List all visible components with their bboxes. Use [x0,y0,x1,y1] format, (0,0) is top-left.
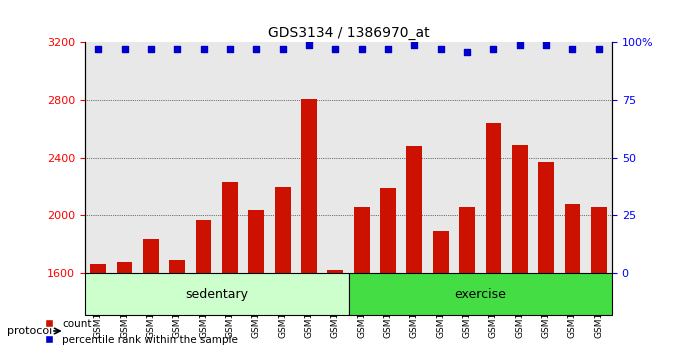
Point [224,47,235,52]
Point [119,47,130,52]
Bar [512,145,528,354]
Point [303,42,314,48]
Point [594,47,605,52]
Bar [248,210,264,354]
Bar [432,231,449,354]
Bar [328,270,343,354]
Point [409,42,420,48]
Bar [354,207,370,354]
Bar [591,207,607,354]
Point [435,47,446,52]
FancyBboxPatch shape [85,273,348,315]
Bar [90,264,106,354]
Text: sedentary: sedentary [185,287,248,301]
Bar [539,162,554,354]
Point [251,47,262,52]
FancyBboxPatch shape [348,273,612,315]
Point [172,47,183,52]
Point [541,42,551,48]
Bar [222,182,238,354]
Legend: count, percentile rank within the sample: count, percentile rank within the sample [39,315,242,349]
Bar [380,188,396,354]
Point [462,49,473,55]
Bar [407,146,422,354]
Text: exercise: exercise [454,287,506,301]
Bar [564,204,581,354]
Point [330,47,341,52]
Point [146,47,156,52]
Bar [486,123,501,354]
Text: protocol: protocol [7,326,52,336]
Bar [169,260,185,354]
Point [92,47,103,52]
Title: GDS3134 / 1386970_at: GDS3134 / 1386970_at [268,26,429,40]
Bar [117,262,133,354]
Bar [143,239,158,354]
Bar [275,187,290,354]
Point [567,47,578,52]
Point [277,47,288,52]
Bar [196,220,211,354]
Point [356,47,367,52]
Point [488,47,499,52]
Point [514,42,525,48]
Bar [459,207,475,354]
Point [383,47,394,52]
Point [198,47,209,52]
Bar [301,99,317,354]
